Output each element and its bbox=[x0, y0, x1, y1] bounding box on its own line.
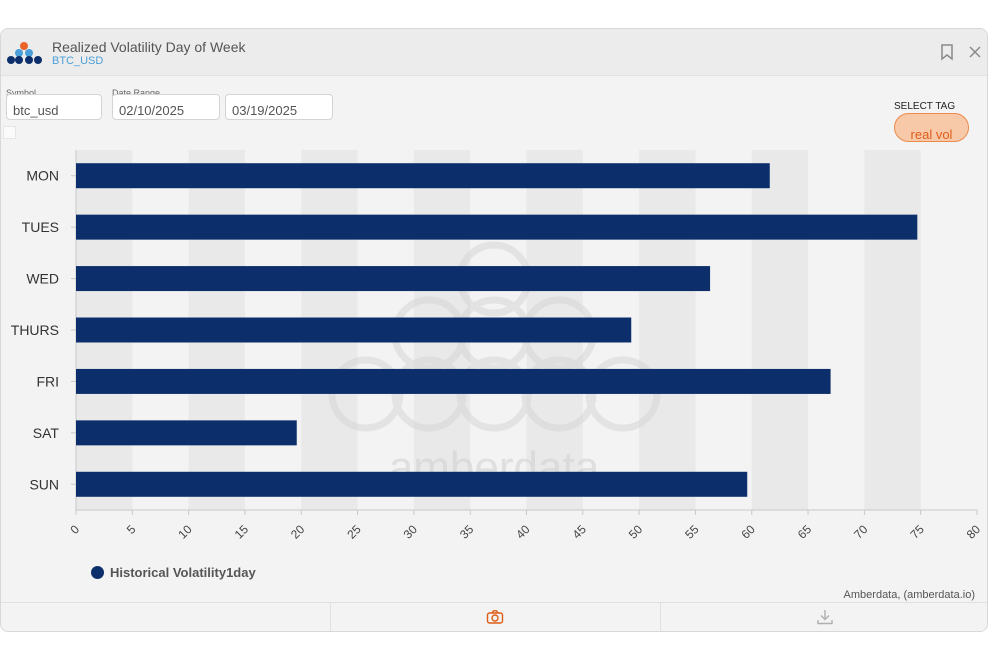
bar-fri[interactable] bbox=[76, 368, 831, 394]
window-title: Realized Volatility Day of Week bbox=[52, 39, 246, 55]
y-tick-label: TUES bbox=[22, 219, 59, 235]
x-tick-label: 70 bbox=[851, 522, 871, 542]
x-axis-ticks: 0 5 10 15 20 25 30 35 40 45 50 55 60 65 70 75 80 bbox=[67, 510, 983, 542]
background-stripe bbox=[639, 150, 696, 510]
x-tick-label: 20 bbox=[288, 522, 308, 542]
start-date-input[interactable]: 02/10/2025 bbox=[112, 94, 220, 120]
y-tick-label: WED bbox=[26, 271, 59, 287]
bars bbox=[76, 163, 918, 497]
background-stripe bbox=[751, 150, 809, 510]
x-tick-label: 55 bbox=[682, 522, 702, 542]
x-tick-label: 0 bbox=[67, 522, 82, 537]
y-tick-label: SAT bbox=[33, 425, 60, 441]
x-tick-label: 5 bbox=[124, 522, 139, 537]
x-tick-label: 15 bbox=[232, 522, 252, 542]
bar-tues[interactable] bbox=[76, 214, 918, 240]
x-tick-label: 45 bbox=[570, 522, 590, 542]
legend-marker bbox=[91, 566, 104, 579]
camera-icon bbox=[486, 610, 504, 624]
symbol-input[interactable]: btc_usd bbox=[6, 94, 102, 120]
credit-text: Amberdata, (amberdata.io) bbox=[843, 589, 975, 601]
y-tick-label: THURS bbox=[11, 322, 59, 338]
background-stripes bbox=[76, 150, 921, 510]
legend-label: Historical Volatility1day bbox=[110, 565, 256, 580]
x-tick-label: 10 bbox=[175, 522, 195, 542]
bar-wed[interactable] bbox=[76, 266, 711, 292]
x-tick-label: 25 bbox=[344, 522, 364, 542]
date-range-label: Date Range bbox=[112, 88, 161, 98]
footer-toolbar bbox=[1, 602, 987, 631]
bookmark-icon[interactable] bbox=[938, 43, 956, 61]
footer-cell-left bbox=[1, 603, 331, 631]
download-icon bbox=[817, 610, 833, 625]
title-bar: Realized Volatility Day of Week BTC_USD bbox=[1, 29, 987, 76]
download-button[interactable] bbox=[661, 603, 987, 631]
x-tick-label: 65 bbox=[795, 522, 815, 542]
legend-item[interactable]: Historical Volatility1day bbox=[91, 565, 256, 580]
y-tick-label: MON bbox=[26, 168, 59, 184]
x-tick-label: 75 bbox=[907, 522, 927, 542]
tag-pill-selected[interactable]: real vol bbox=[894, 113, 969, 142]
y-tick-label: FRI bbox=[36, 373, 59, 389]
background-stripe bbox=[864, 150, 921, 510]
x-tick-label: 35 bbox=[457, 522, 477, 542]
symbol-label: Symbol bbox=[6, 88, 37, 98]
panel-toggle[interactable] bbox=[3, 126, 16, 139]
bar-sun[interactable] bbox=[76, 471, 748, 497]
bar-thurs[interactable] bbox=[76, 317, 632, 343]
bar-sat[interactable] bbox=[76, 420, 297, 446]
x-tick-label: 60 bbox=[739, 522, 759, 542]
screenshot-button[interactable] bbox=[331, 603, 661, 631]
x-tick-label: 30 bbox=[401, 522, 421, 542]
chart-window: Realized Volatility Day of Week BTC_USD … bbox=[0, 28, 988, 632]
window-subtitle: BTC_USD bbox=[52, 55, 104, 67]
amberdata-logo-icon bbox=[7, 42, 42, 64]
x-tick-label: 40 bbox=[513, 522, 533, 542]
y-tick-label: SUN bbox=[29, 476, 59, 492]
close-icon[interactable] bbox=[966, 43, 984, 61]
select-tag-label: SELECT TAG bbox=[894, 101, 956, 112]
end-date-input[interactable]: 03/19/2025 bbox=[225, 94, 333, 120]
bar-mon[interactable] bbox=[76, 163, 770, 189]
y-axis-labels: MON TUES WED THURS FRI SAT SUN bbox=[11, 168, 76, 492]
x-tick-label: 50 bbox=[626, 522, 646, 542]
x-tick-label: 80 bbox=[964, 522, 984, 542]
